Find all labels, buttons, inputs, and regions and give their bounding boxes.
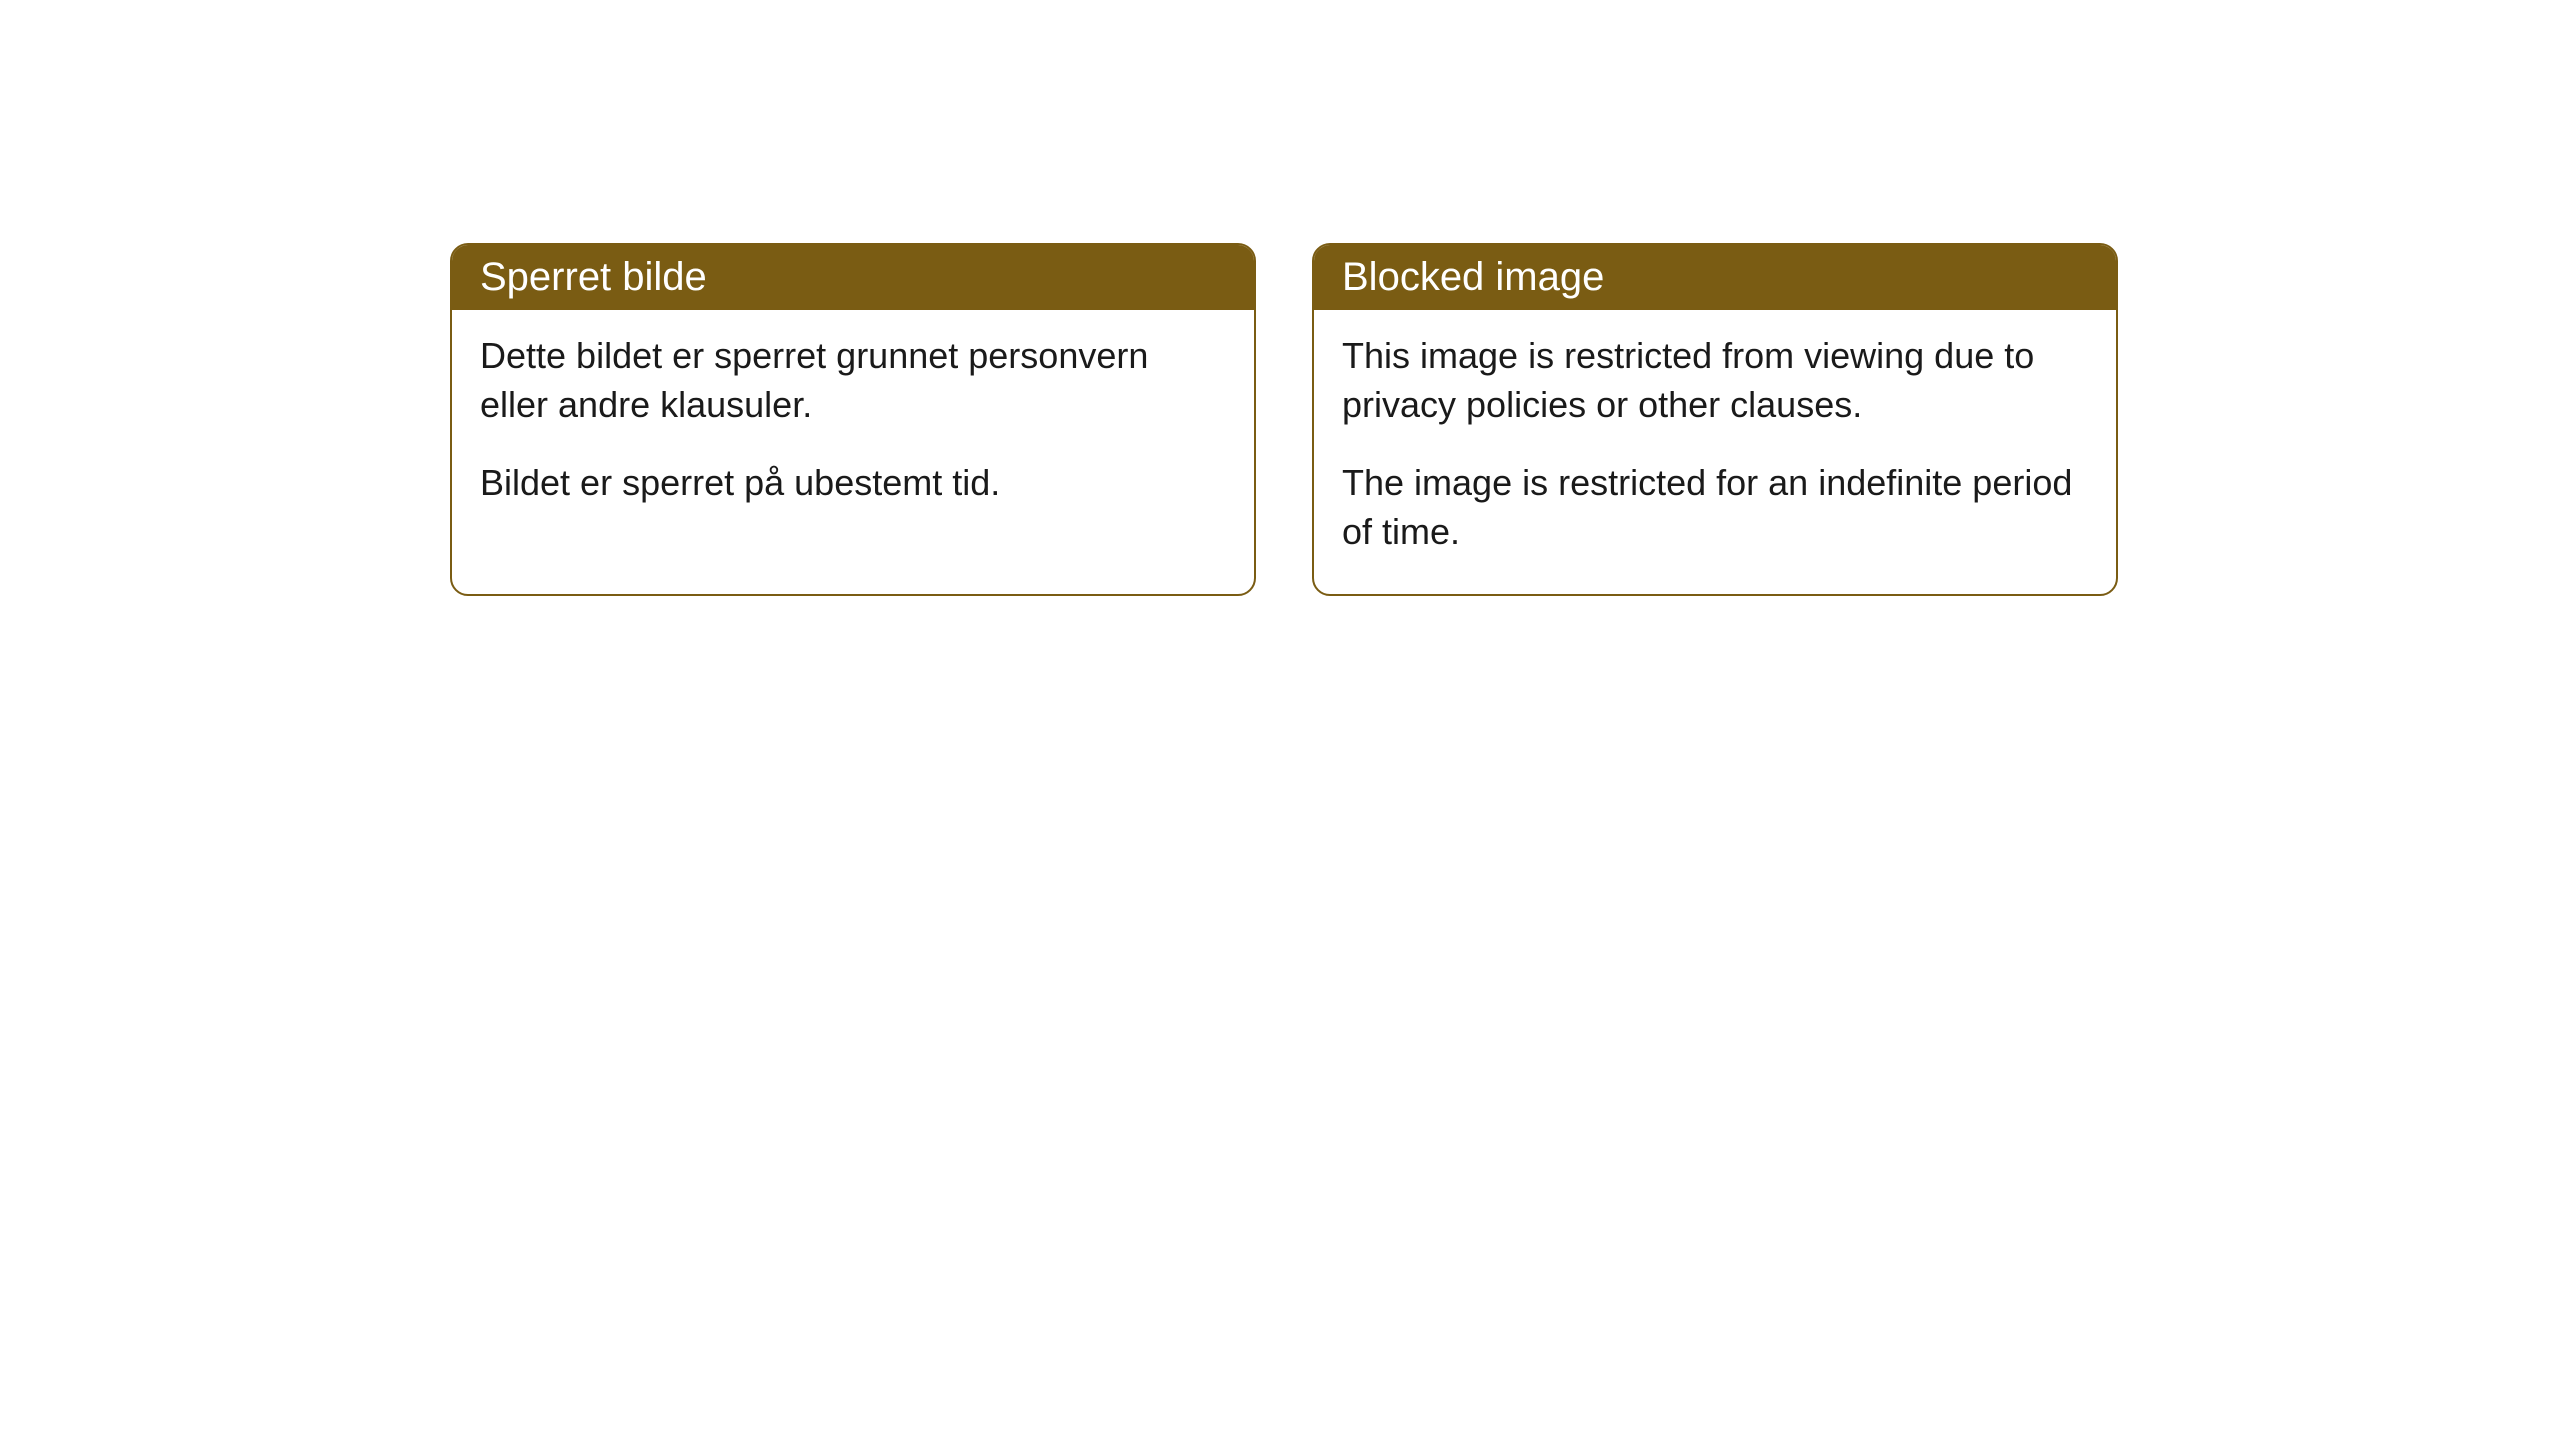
card-header-english: Blocked image <box>1314 245 2116 310</box>
blocked-card-english: Blocked image This image is restricted f… <box>1312 243 2118 596</box>
card-body-english: This image is restricted from viewing du… <box>1314 310 2116 594</box>
card-title: Sperret bilde <box>480 255 707 299</box>
card-paragraph: Bildet er sperret på ubestemt tid. <box>480 459 1226 508</box>
card-header-norwegian: Sperret bilde <box>452 245 1254 310</box>
blocked-image-notices: Sperret bilde Dette bildet er sperret gr… <box>450 243 2118 596</box>
card-body-norwegian: Dette bildet er sperret grunnet personve… <box>452 310 1254 546</box>
card-paragraph: The image is restricted for an indefinit… <box>1342 459 2088 556</box>
card-title: Blocked image <box>1342 255 1604 299</box>
card-paragraph: Dette bildet er sperret grunnet personve… <box>480 332 1226 429</box>
blocked-card-norwegian: Sperret bilde Dette bildet er sperret gr… <box>450 243 1256 596</box>
card-paragraph: This image is restricted from viewing du… <box>1342 332 2088 429</box>
